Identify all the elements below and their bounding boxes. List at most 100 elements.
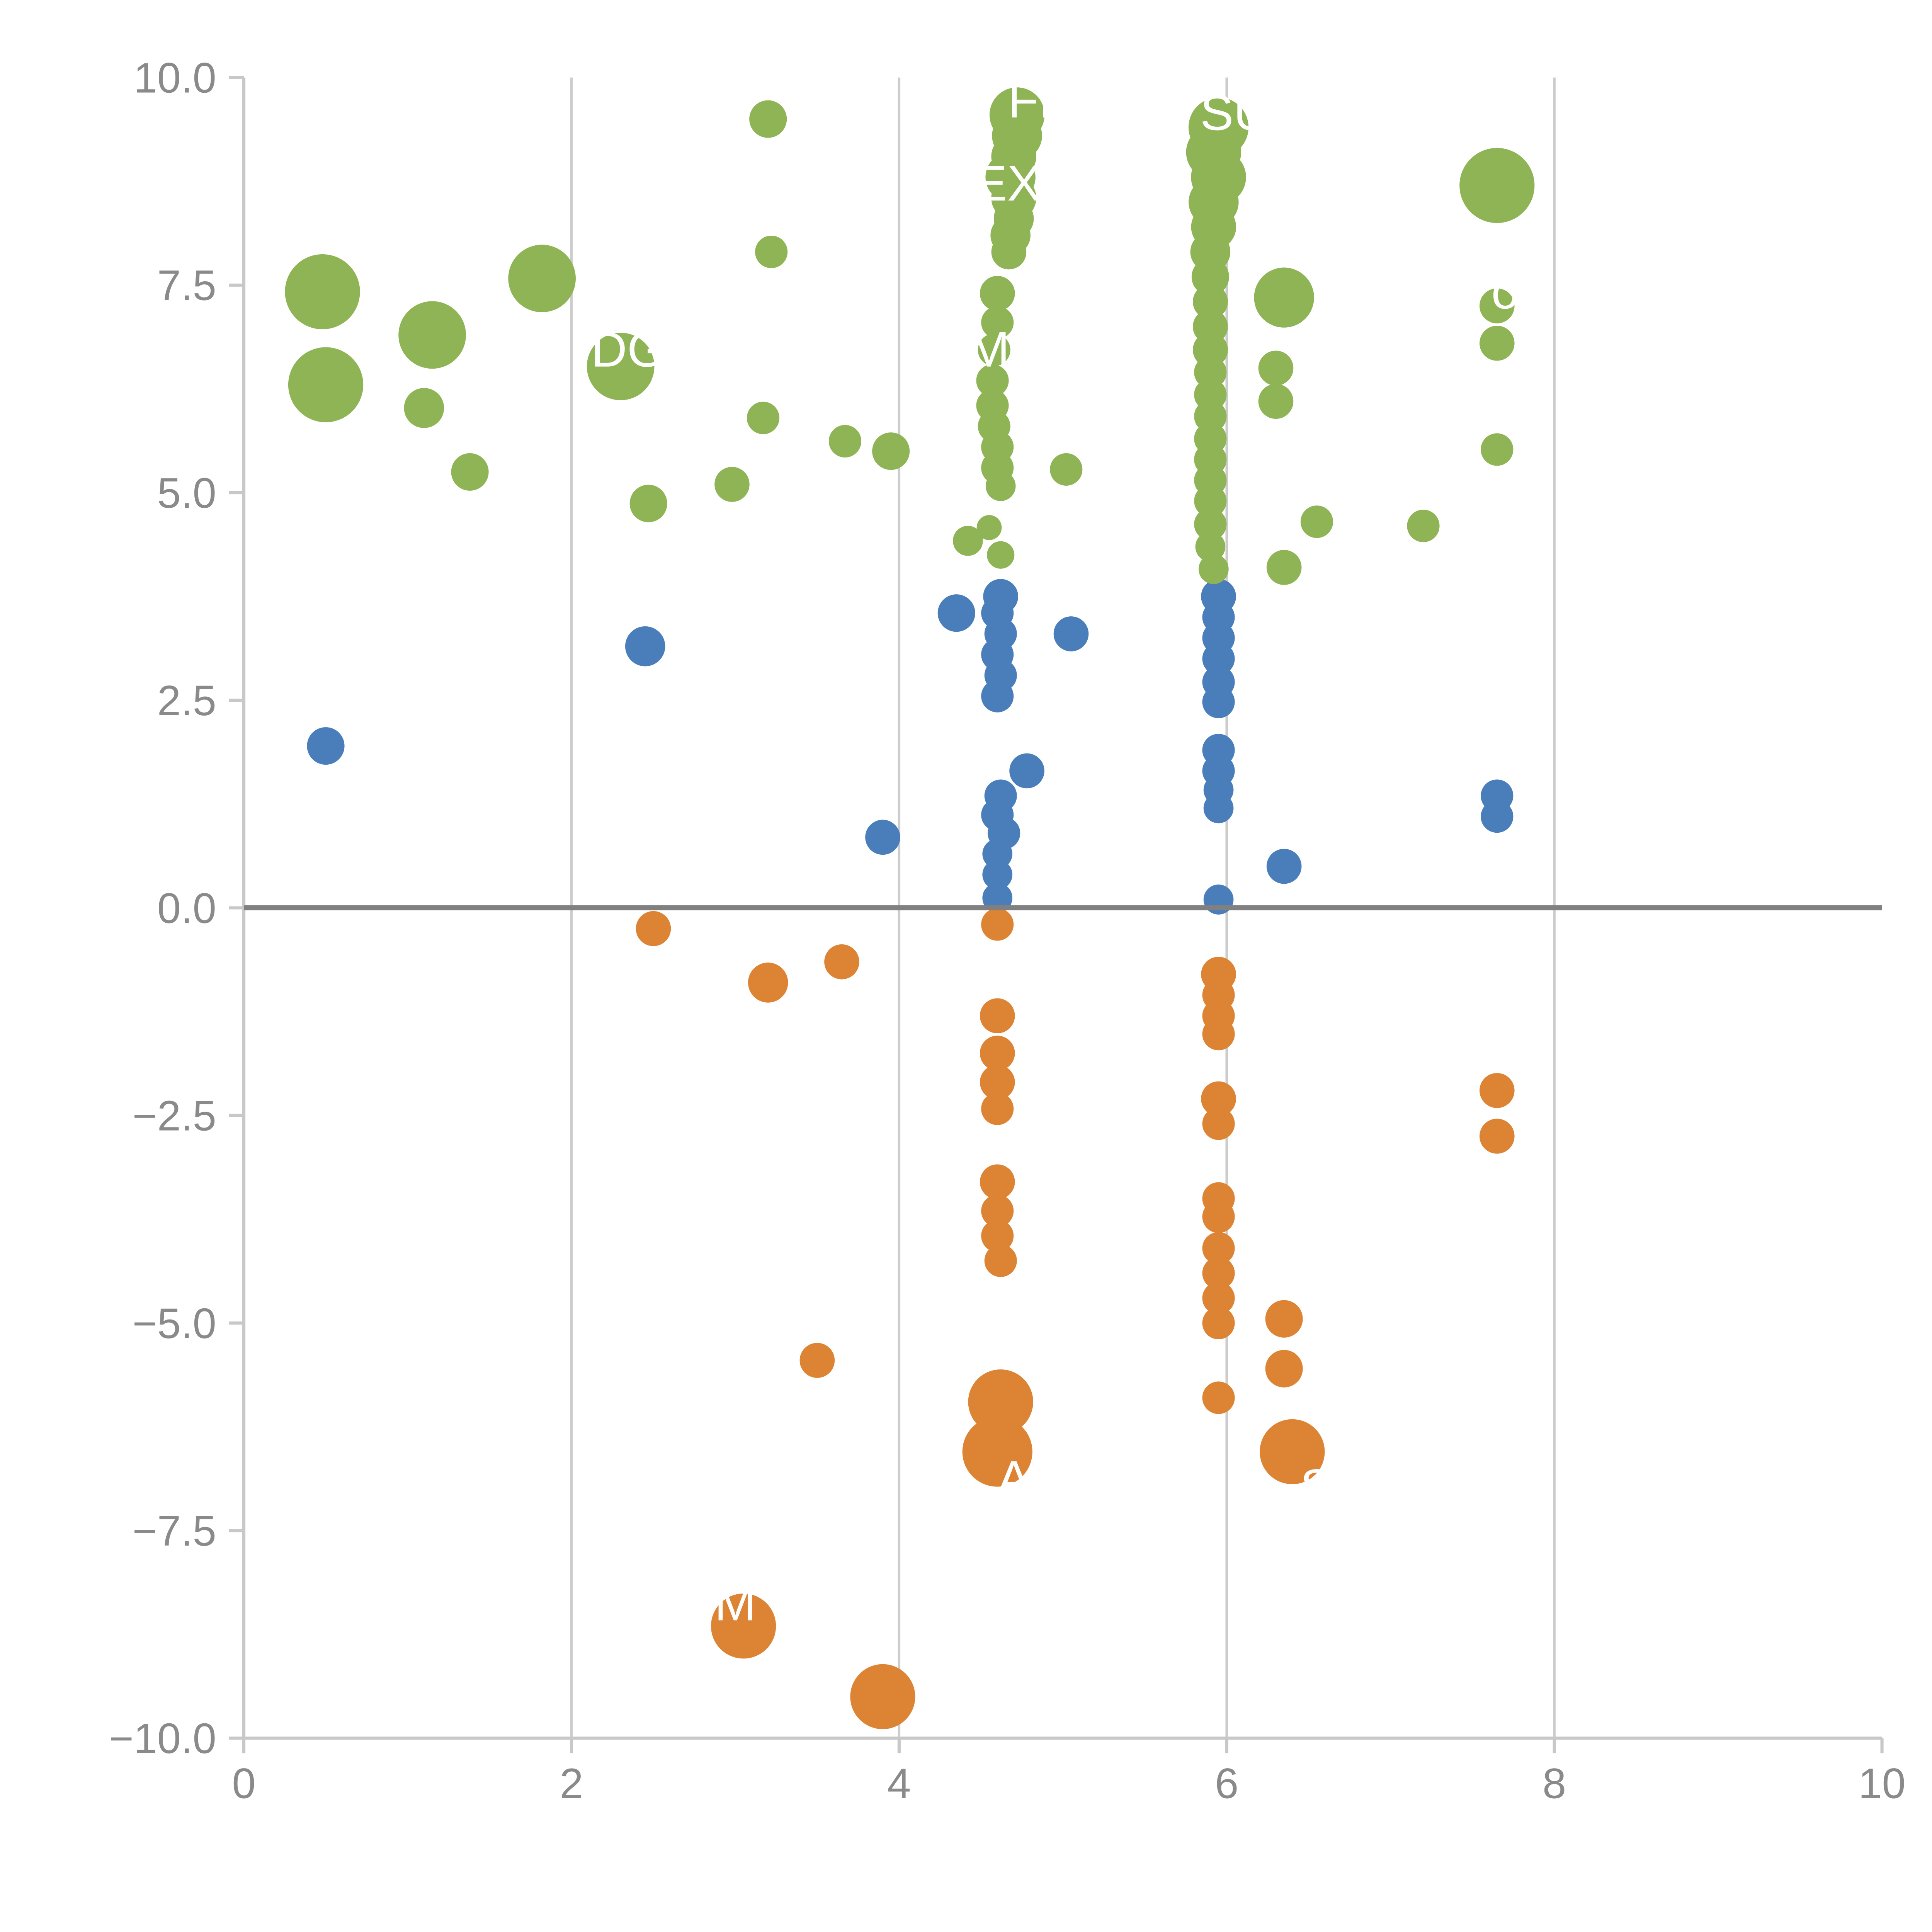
orange-bubble (980, 998, 1015, 1034)
green-bubble (953, 526, 983, 556)
y-tick-label: −2.5 (133, 1092, 216, 1140)
bubble-label: FI (1008, 73, 1053, 128)
blue-bubble (1202, 642, 1235, 675)
blue-bubble (307, 727, 345, 765)
green-bubble (404, 388, 444, 428)
orange-bubble (799, 1343, 835, 1378)
orange-bubble (1202, 1282, 1235, 1315)
green-bubble (1199, 554, 1229, 584)
y-tick-label: 0.0 (157, 884, 216, 932)
green-bubble (1194, 485, 1227, 517)
orange-bubble (1202, 1200, 1235, 1233)
bubble-label: EX (974, 156, 1041, 211)
green-bubble (587, 333, 655, 400)
orange-bubble (981, 1092, 1014, 1125)
orange-bubble (980, 1036, 1015, 1071)
blue-bubble (1203, 793, 1234, 823)
orange-bubble (980, 1164, 1015, 1199)
orange-bubble (1479, 1119, 1515, 1154)
green-bubble (1193, 284, 1228, 320)
orange-bubble (981, 908, 1014, 941)
blue-bubble (1481, 800, 1514, 833)
green-bubble (1258, 384, 1294, 419)
green-bubble (978, 333, 1010, 366)
orange-bubble (1265, 1350, 1303, 1388)
blue-bubble (982, 839, 1013, 869)
x-tick-label: 10 (1858, 1760, 1905, 1808)
y-tick-label: −7.5 (133, 1507, 216, 1555)
bubble-label: o (1491, 264, 1519, 319)
green-bubble (1479, 288, 1515, 323)
green-bubble (1459, 148, 1535, 223)
green-bubble (755, 235, 788, 268)
orange-bubble (968, 1369, 1033, 1435)
orange-bubble (748, 963, 788, 1003)
bubble-label: M (714, 1575, 756, 1631)
orange-bubble (1202, 1306, 1235, 1340)
blue-bubble (937, 594, 975, 632)
x-tick-label: 8 (1543, 1760, 1566, 1808)
orange-bubble (1202, 1107, 1235, 1140)
x-tick-label: 0 (232, 1760, 255, 1808)
orange-bubble (1265, 1300, 1303, 1338)
green-bubble (1191, 258, 1229, 296)
green-bubble (1194, 356, 1227, 389)
orange-bubble (981, 1219, 1014, 1252)
orange-bubble (962, 1417, 1032, 1487)
green-bubble (872, 432, 910, 470)
bubble-label: DGE (591, 322, 699, 378)
green-bubble (714, 467, 750, 502)
blue-bubble (1266, 849, 1302, 884)
y-tick-label: −5.0 (133, 1300, 216, 1347)
orange-bubble (1260, 1419, 1325, 1485)
blue-bubble (1009, 753, 1044, 789)
green-bubble (629, 485, 667, 522)
orange-bubble (1201, 1081, 1236, 1117)
bubble-label: MP (968, 322, 1043, 378)
green-bubble (980, 276, 1015, 311)
green-bubble (451, 453, 489, 491)
blue-bubble (1202, 685, 1235, 718)
y-tick-label: 10.0 (134, 54, 216, 102)
green-bubble (1254, 267, 1314, 328)
orange-bubble (711, 1594, 776, 1659)
green-bubble (1258, 350, 1294, 386)
orange-bubble (850, 1664, 915, 1730)
bubble-label: SU (1200, 85, 1270, 141)
y-tick-label: 5.0 (157, 469, 216, 517)
green-bubble (976, 364, 1009, 397)
orange-bubble (981, 1194, 1014, 1227)
green-bubble (288, 347, 364, 422)
orange-bubble (1202, 1257, 1235, 1290)
green-bubble (1479, 325, 1515, 361)
green-bubble (828, 425, 862, 457)
blue-bubble (865, 820, 900, 855)
orange-bubble (1202, 1232, 1235, 1265)
orange-bubble (1202, 1018, 1235, 1051)
green-bubble (1300, 505, 1333, 538)
green-bubble (1195, 531, 1226, 562)
orange-bubble (1202, 1381, 1235, 1414)
green-bubble (508, 245, 576, 313)
orange-bubble (984, 1244, 1017, 1277)
y-tick-label: 2.5 (157, 677, 216, 724)
y-tick-label: −10.0 (109, 1715, 216, 1762)
green-bubble (1266, 550, 1302, 585)
orange-bubble (1479, 1073, 1515, 1108)
orange-bubble (980, 1065, 1015, 1100)
blue-bubble (981, 680, 1014, 713)
green-bubble (747, 401, 780, 434)
green-bubble (1194, 400, 1227, 433)
green-bubble (749, 100, 787, 138)
green-bubble (987, 541, 1015, 569)
green-bubble (981, 306, 1014, 339)
green-bubble (976, 515, 1002, 540)
blue-bubble (982, 859, 1013, 890)
bubble-label: A (997, 1451, 1031, 1507)
y-tick-label: 7.5 (157, 262, 216, 310)
green-bubble (985, 471, 1016, 501)
orange-bubble (636, 911, 671, 946)
bubble-label: S (1300, 1459, 1333, 1515)
